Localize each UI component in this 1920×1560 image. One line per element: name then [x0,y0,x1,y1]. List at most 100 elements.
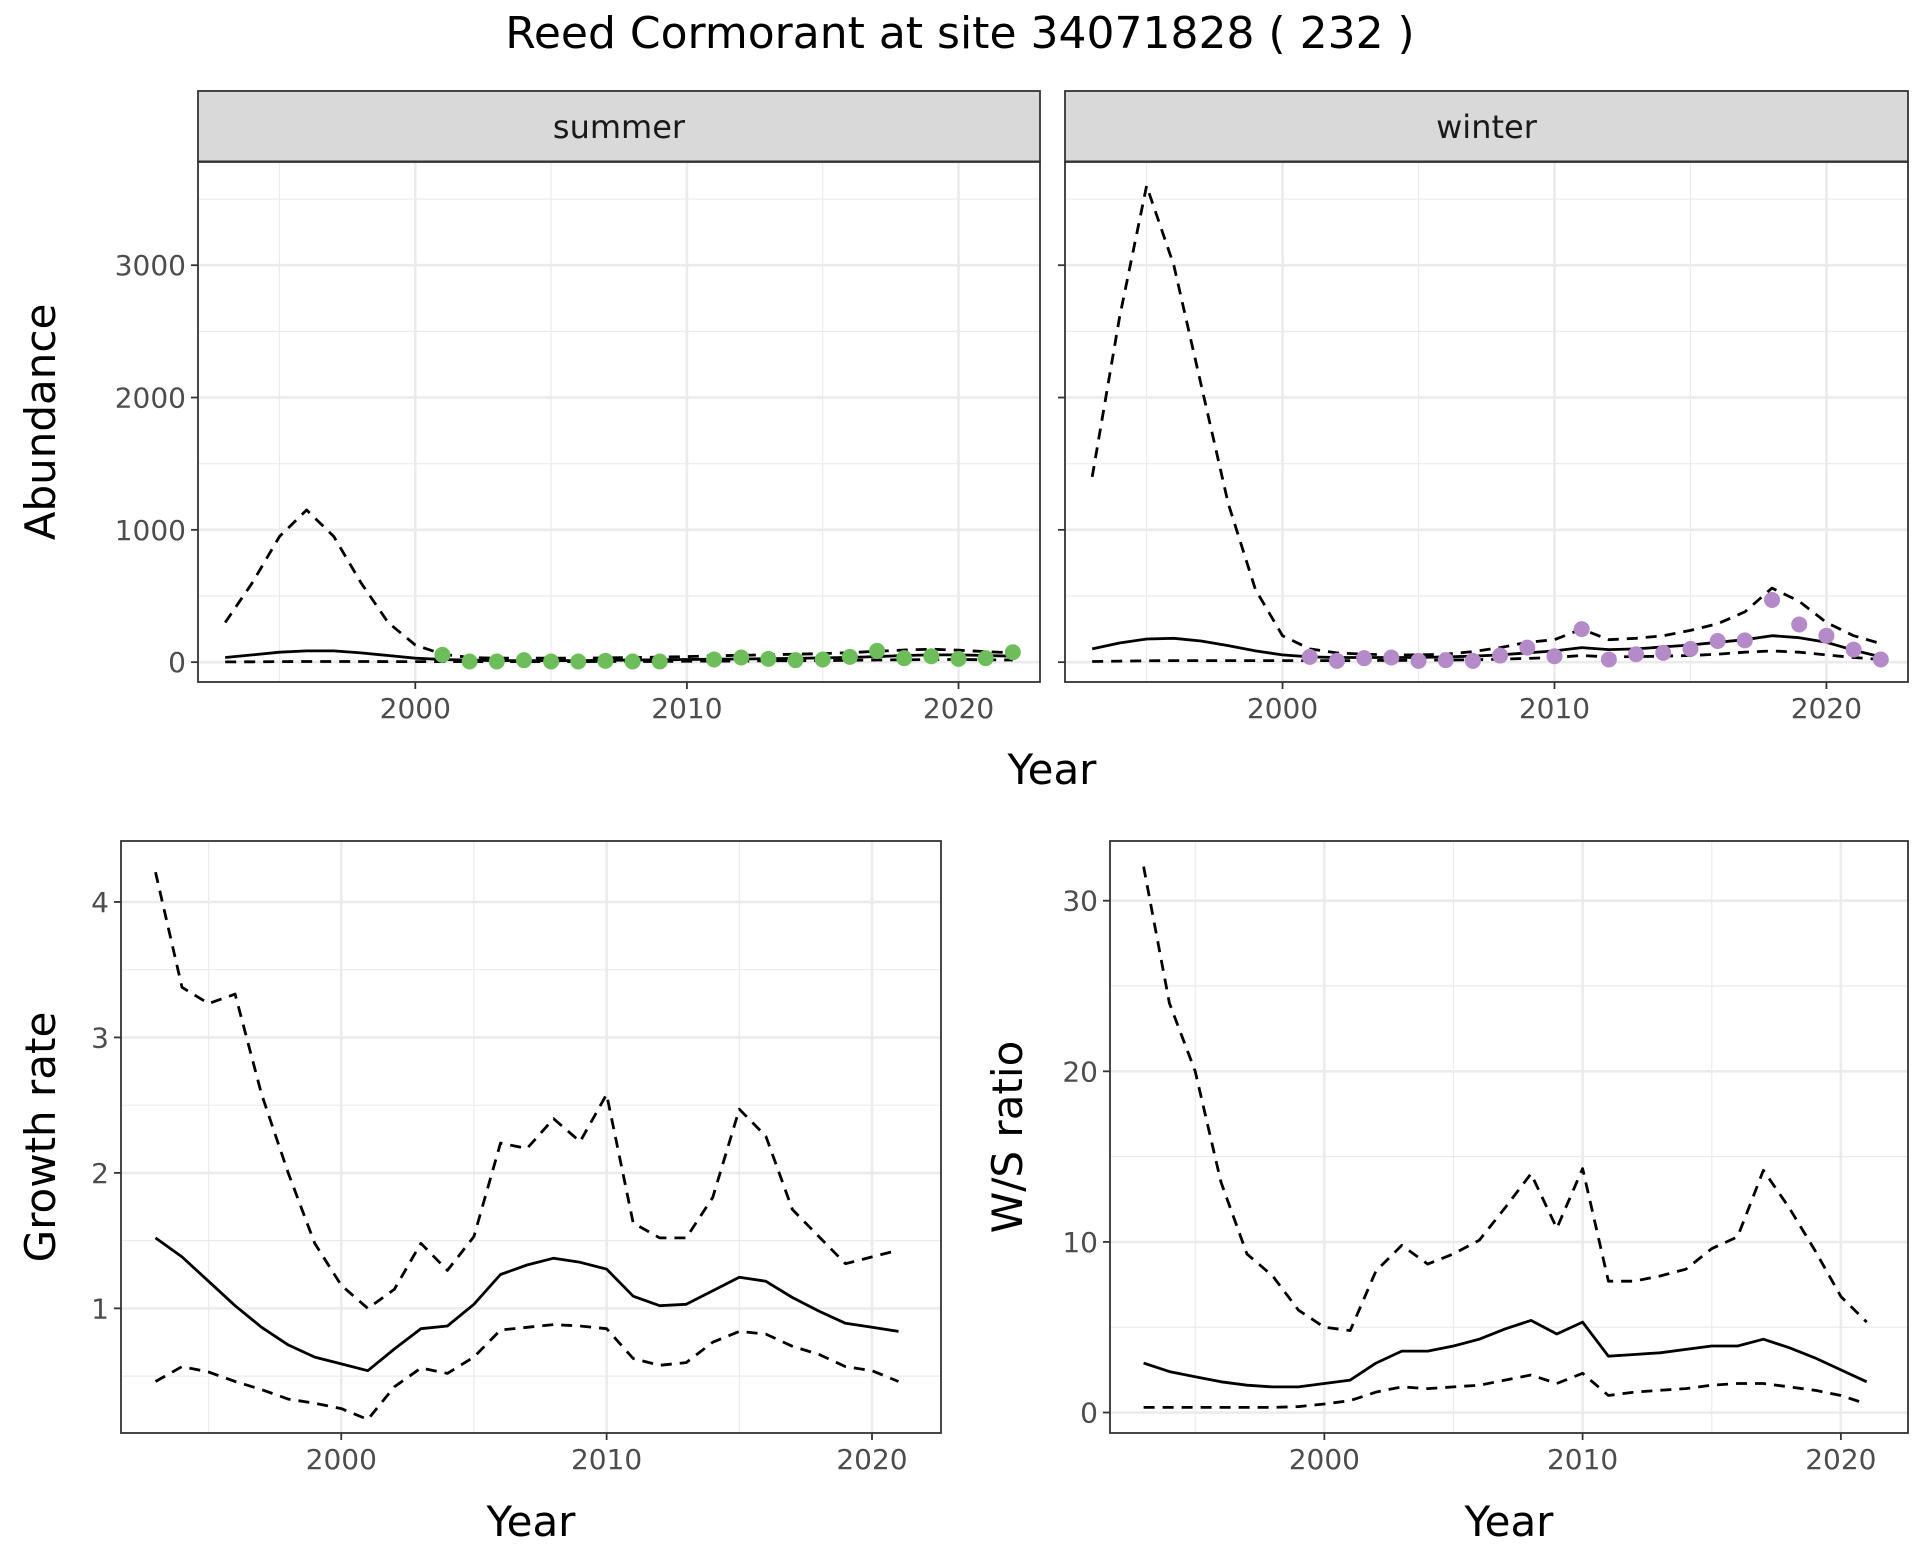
y-axis-title: Abundance [16,304,65,541]
data-point [1492,647,1509,664]
data-point [1600,651,1617,668]
data-point [1845,641,1862,658]
x-tick-label: 2010 [651,692,722,725]
data-point [1301,648,1318,665]
panel-background [1110,841,1908,1433]
facet-strip-winter [1064,90,1909,163]
x-tick-label: 2000 [380,692,451,725]
data-point [787,652,804,669]
data-point [1655,644,1672,661]
data-point [977,650,994,667]
x-tick-label: 2000 [1289,1443,1360,1476]
y-tick-label: 2 [91,1157,109,1190]
data-point [1682,640,1699,657]
data-point [624,653,641,670]
series-line-estimate [1143,1319,1868,1389]
data-point [1356,650,1373,667]
data-point [597,652,614,669]
data-point [1437,652,1454,669]
data-point [434,646,451,663]
data-point [841,648,858,665]
series-line-upper [1142,866,1868,1332]
data-point [461,653,478,670]
panel-background [1065,162,1908,682]
panel-winter: 2000 2010 2020 [1058,161,1909,725]
data-point [760,650,777,667]
x-tick-label: 2010 [1519,692,1590,725]
facet-strip-summer [197,90,1041,163]
y-tick-label: 3 [91,1021,109,1054]
y-tick-label: 1 [91,1292,109,1325]
series-line-lower [225,658,1013,664]
panel-background [198,162,1040,682]
x-tick-label: 2020 [923,692,994,725]
panel-border [1109,840,1909,1434]
data-point [896,650,913,667]
x-tick-label: 2010 [571,1443,642,1476]
data-point [1328,652,1345,669]
data-point [1004,644,1021,661]
x-tick-label: 2010 [1547,1443,1618,1476]
data-point [1872,651,1889,668]
data-point [1573,621,1590,638]
data-point [1818,627,1835,644]
x-axis-title: Year [486,1497,577,1546]
x-tick-label: 2020 [1805,1443,1876,1476]
data-point [733,649,750,666]
facet-strip-label: summer [553,108,686,146]
x-axis-title: Year [1007,745,1098,794]
data-point [1764,591,1781,608]
panel-border [120,840,942,1434]
x-tick-label: 2020 [836,1443,907,1476]
data-point [1791,616,1808,633]
panel-growth: 2000 2010 2020 1 2 3 4 [91,840,942,1476]
y-tick-label: 2000 [115,382,186,415]
data-point [1628,646,1645,663]
y-tick-label: 3000 [115,249,186,282]
panel-border [1064,161,1909,683]
series-line-lower [154,1323,900,1421]
data-point [1519,639,1536,656]
series-line-estimate [154,1236,899,1373]
series-line-upper [1090,184,1882,657]
data-point [488,653,505,670]
x-axis-title: Year [1464,1497,1555,1546]
data-point [651,653,668,670]
y-tick-label: 0 [168,646,186,679]
x-tick-label: 2000 [306,1443,377,1476]
data-point [1464,652,1481,669]
data-point [570,653,587,670]
panel-ws-ratio: 2000 2010 2020 0 10 20 30 [1062,840,1909,1476]
series-line-lower [1143,1371,1868,1409]
data-point [706,651,723,668]
data-point [923,648,940,665]
y-axis-title: Growth rate [16,1012,65,1263]
series-line-upper [154,871,899,1310]
x-tick-label: 2000 [1247,692,1318,725]
ws-ratio-chart: 2000 2010 2020 0 10 20 30 Year W/S ratio [983,840,1909,1546]
y-tick-label: 1000 [115,514,186,547]
data-point [543,653,560,670]
data-point [1709,632,1726,649]
data-point [869,642,886,659]
panel-border [197,161,1041,683]
y-axis-title: W/S ratio [983,1041,1032,1234]
data-point [1736,632,1753,649]
data-point [1383,649,1400,666]
figure-title: Reed Cormorant at site 34071828 ( 232 ) [505,8,1414,59]
growth-rate-chart: 2000 2010 2020 1 2 3 4 Year Growth rate [16,840,942,1546]
y-tick-label: 30 [1062,885,1098,918]
data-point [1410,652,1427,669]
y-tick-label: 10 [1062,1226,1098,1259]
panel-summer: 2000 2010 2020 0 1000 2000 3000 [115,161,1041,725]
x-tick-label: 2020 [1791,692,1862,725]
abundance-chart: summer 2000 2010 2020 0 1000 2000 3000 winter 200… [16,90,1909,794]
data-point [515,652,532,669]
data-point [950,650,967,667]
y-tick-label: 20 [1062,1055,1098,1088]
facet-strip-label: winter [1436,108,1538,146]
y-tick-label: 0 [1080,1397,1098,1430]
panel-background [121,841,941,1433]
